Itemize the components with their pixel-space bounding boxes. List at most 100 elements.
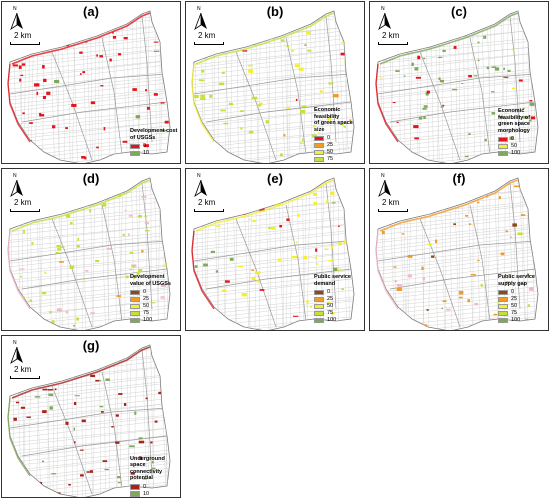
scale-label: 2 km: [14, 365, 31, 374]
scale-label: 2 km: [14, 198, 31, 207]
legend-swatch: [498, 318, 508, 324]
north-arrow-icon: N: [10, 175, 24, 197]
legend-swatch: [498, 137, 508, 143]
north-arrow-icon: N: [378, 175, 392, 197]
legend-entry: 75: [314, 310, 351, 317]
scale-bar: 2 km: [378, 33, 416, 45]
legend-swatch: [130, 318, 140, 324]
legend-entry: 10: [130, 491, 180, 498]
legend-value: 75: [327, 310, 333, 317]
legend-entry: 10: [130, 150, 177, 157]
legend-swatch: [314, 136, 324, 142]
legend-swatch: [314, 311, 324, 317]
north-label: N: [381, 6, 385, 12]
legend-swatch: [314, 318, 324, 324]
legend-value: 50: [143, 303, 149, 310]
legend-value: 0: [143, 484, 146, 491]
legend-swatch: [498, 297, 508, 303]
legend-value: 25: [511, 296, 517, 303]
legend-value: 75: [327, 156, 333, 163]
legend-swatch: [498, 290, 508, 296]
legend-entry: 0: [498, 136, 530, 143]
scale-label: 2 km: [198, 31, 215, 40]
north-label: N: [13, 6, 17, 12]
legend-entry: 0: [130, 143, 177, 150]
panel-label: (g): [2, 338, 180, 353]
legend-value: 50: [327, 303, 333, 310]
legend-entry: 0: [498, 289, 535, 296]
legend-swatch: [314, 290, 324, 296]
legend-swatch: [130, 144, 140, 150]
legend-swatch: [498, 304, 508, 310]
legend-entry: 25: [314, 142, 364, 149]
legend-value: 75: [511, 310, 517, 317]
legend-entry: 75: [130, 310, 171, 317]
north-label: N: [197, 173, 201, 179]
legend-swatch: [498, 144, 508, 150]
legend-swatch: [314, 164, 324, 165]
legend-value: 0: [327, 289, 330, 296]
north-label: N: [13, 173, 17, 179]
legend-swatch: [130, 311, 140, 317]
legend-entry: 100: [130, 317, 171, 324]
north-arrow-icon: N: [378, 8, 392, 30]
legend-value: 25: [327, 142, 333, 149]
panel-label: (c): [370, 4, 548, 19]
north-label: N: [381, 173, 385, 179]
panel-label: (b): [186, 4, 364, 19]
scale-bar: 2 km: [10, 367, 48, 379]
legend-swatch: [314, 297, 324, 303]
legend-swatch: [314, 157, 324, 163]
scale-label: 2 km: [198, 198, 215, 207]
legend-entry: 50: [130, 303, 171, 310]
panel-label: (f): [370, 171, 548, 186]
legend-value: 50: [327, 149, 333, 156]
legend-value: 100: [143, 317, 152, 324]
legend-swatch: [498, 311, 508, 317]
legend-value: 100: [511, 317, 520, 324]
legend-entry: 25: [130, 296, 171, 303]
north-arrow-icon: N: [194, 175, 208, 197]
legend-value: 0: [327, 135, 330, 142]
north-label: N: [197, 6, 201, 12]
legend-value: 25: [143, 296, 149, 303]
scale-bar: 2 km: [10, 200, 48, 212]
legend-entry: 50: [314, 149, 364, 156]
legend-entry: 50: [314, 303, 351, 310]
legend-entry: 25: [498, 296, 535, 303]
legend-swatch: [498, 151, 508, 157]
legend-value: 0: [511, 136, 514, 143]
legend-entry: 25: [314, 296, 351, 303]
legend-entry: 75: [498, 310, 535, 317]
legend-swatch: [314, 143, 324, 149]
legend-swatch: [314, 304, 324, 310]
north-arrow-icon: N: [10, 8, 24, 30]
legend-entry: 75: [314, 156, 364, 163]
legend-entry: 100: [498, 150, 530, 157]
legend-value: 0: [511, 289, 514, 296]
legend-swatch: [130, 491, 140, 497]
legend-entry: 100: [314, 163, 364, 164]
panel-label: (d): [2, 171, 180, 186]
legend-entry: 100: [314, 317, 351, 324]
legend-entry: 100: [498, 317, 535, 324]
legend-entry: 0: [314, 135, 364, 142]
legend-value: 0: [143, 289, 146, 296]
